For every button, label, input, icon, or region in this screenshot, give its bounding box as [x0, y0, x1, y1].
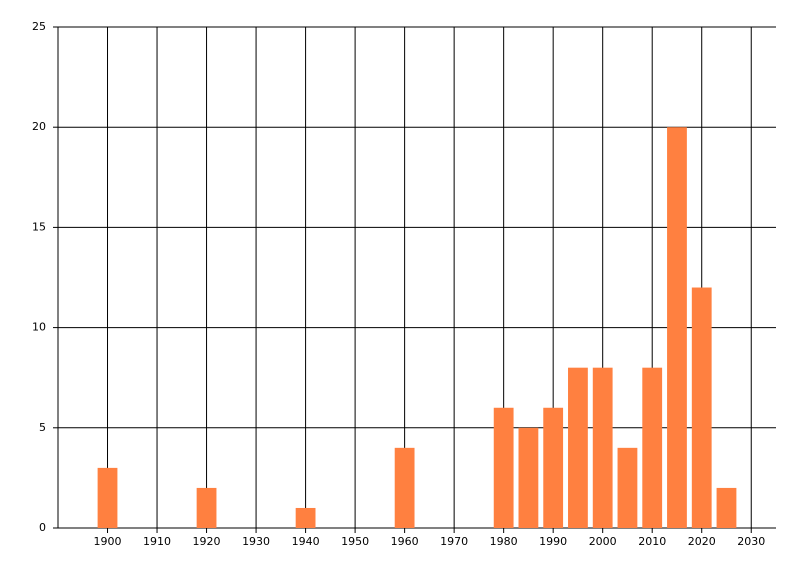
x-tick-label: 1910 — [143, 535, 171, 548]
bar — [394, 447, 415, 528]
y-tick-label: 0 — [39, 521, 46, 534]
x-tick-label: 2030 — [737, 535, 765, 548]
x-tick-label: 1940 — [292, 535, 320, 548]
y-tick-label: 25 — [32, 20, 46, 33]
bar — [543, 407, 564, 528]
bar — [667, 127, 687, 528]
y-tick-label: 10 — [32, 321, 46, 334]
bar — [295, 507, 316, 528]
x-tick-label: 1950 — [341, 535, 369, 548]
x-tick-label: 1990 — [539, 535, 567, 548]
x-tick-label: 2000 — [589, 535, 617, 548]
bar — [617, 447, 638, 528]
bar — [642, 367, 663, 528]
x-tick-label: 1980 — [490, 535, 518, 548]
x-tick-label: 1920 — [193, 535, 221, 548]
bar — [592, 367, 613, 528]
y-tick-label: 5 — [39, 421, 46, 434]
x-tick-label: 2010 — [638, 535, 666, 548]
y-tick-label: 15 — [32, 220, 46, 233]
bar — [716, 487, 737, 528]
x-tick-label: 1900 — [94, 535, 122, 548]
x-tick-label: 1930 — [242, 535, 270, 548]
x-tick-label: 1970 — [440, 535, 468, 548]
bar — [568, 367, 588, 528]
bar — [493, 407, 514, 528]
bar — [196, 487, 217, 528]
bar — [691, 287, 712, 528]
x-tick-label: 2020 — [688, 535, 716, 548]
bar — [97, 467, 118, 528]
bar — [518, 427, 539, 528]
y-tick-label: 20 — [32, 120, 46, 133]
x-tick-label: 1960 — [391, 535, 419, 548]
